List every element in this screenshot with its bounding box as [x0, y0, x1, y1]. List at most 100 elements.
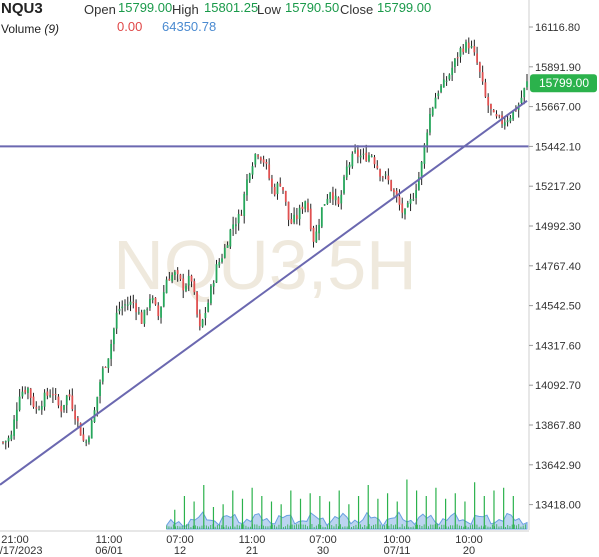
candlestick	[76, 416, 79, 429]
candlestick	[229, 228, 232, 249]
candlestick	[420, 160, 423, 186]
price-tick-label: 13867.80	[535, 420, 581, 432]
candlestick	[121, 300, 124, 316]
candlestick	[442, 72, 445, 88]
candlestick	[90, 419, 93, 439]
candlestick	[478, 61, 481, 79]
candlestick	[182, 273, 185, 299]
candlestick	[431, 106, 434, 117]
candlestick	[2, 441, 4, 445]
candlestick	[273, 183, 276, 197]
candlestick	[356, 145, 359, 164]
candlestick	[179, 273, 182, 281]
candlestick	[290, 213, 293, 225]
price-tick-label: 14767.40	[535, 261, 581, 273]
low-label: Low	[257, 2, 281, 17]
candlestick	[115, 305, 118, 335]
volume-ma-area	[166, 511, 528, 530]
price-plot	[2, 37, 528, 450]
candlestick	[484, 78, 487, 99]
candlestick	[129, 295, 132, 312]
candlestick	[46, 387, 49, 400]
candlestick	[40, 400, 43, 415]
candlestick	[434, 92, 437, 109]
candlestick	[412, 192, 415, 202]
candlestick	[124, 299, 126, 312]
candlestick	[387, 168, 390, 185]
candlestick	[462, 43, 465, 55]
low-value: 15790.50	[285, 0, 340, 15]
candlestick	[88, 435, 90, 445]
trendline[interactable]	[0, 99, 528, 486]
candlestick	[417, 171, 420, 191]
time-tick-bottom: 12	[174, 545, 186, 557]
candlestick	[376, 160, 379, 170]
candlestick	[248, 172, 251, 183]
time-tick-top: 21:00	[1, 534, 29, 546]
last-price-label: 15799.00	[530, 74, 597, 93]
candlestick	[323, 204, 326, 206]
candlestick	[79, 422, 82, 436]
price-tick-label: 15667.00	[535, 102, 581, 114]
candlestick	[110, 339, 113, 367]
time-tick-top: 07:00	[166, 534, 194, 546]
candlestick	[523, 87, 526, 105]
price-tick-label: 13418.00	[535, 500, 581, 512]
candlestick	[429, 107, 431, 136]
candlestick	[448, 73, 451, 81]
time-tick-bottom: 06/01	[95, 545, 123, 557]
candlestick	[13, 415, 15, 440]
candlestick	[476, 46, 478, 65]
candlestick	[74, 404, 76, 425]
candlestick	[459, 46, 462, 63]
candlestick	[21, 386, 24, 399]
candlestick	[282, 187, 284, 194]
price-tick-label: 15217.20	[535, 181, 581, 193]
candlestick	[284, 190, 287, 206]
candlestick	[49, 389, 52, 398]
candlestick	[259, 156, 262, 164]
candlestick	[135, 299, 137, 321]
candlestick	[126, 296, 129, 311]
candlestick	[198, 309, 201, 331]
candlestick	[503, 116, 506, 130]
candlestick	[307, 198, 309, 213]
candlestick	[132, 294, 135, 309]
candlestick	[104, 366, 107, 369]
candlestick	[35, 401, 38, 414]
candlestick	[517, 102, 520, 118]
time-tick-top: 07:00	[309, 534, 337, 546]
candlestick	[243, 191, 246, 224]
candlestick	[215, 259, 218, 284]
candlestick	[384, 171, 387, 180]
candlestick	[454, 57, 456, 73]
candlestick	[207, 299, 210, 313]
candlestick	[520, 90, 523, 104]
candlestick	[526, 74, 528, 91]
candlestick	[99, 379, 101, 404]
candlestick	[415, 183, 418, 205]
candlestick	[343, 174, 345, 195]
candlestick	[240, 209, 243, 217]
candlestick	[201, 318, 204, 328]
volume-param: (9)	[44, 22, 60, 36]
candlestick	[312, 225, 315, 248]
candlestick	[57, 394, 60, 409]
candlestick	[18, 389, 21, 412]
close-value: 15799.00	[377, 0, 432, 15]
candlestick	[359, 149, 362, 164]
candlestick	[237, 209, 240, 231]
candlestick	[334, 188, 337, 206]
candlestick	[160, 306, 162, 324]
candlestick	[390, 179, 393, 192]
price-tick-label: 14092.70	[535, 380, 581, 392]
candlestick	[24, 386, 27, 395]
candlestick	[221, 253, 223, 264]
close-label: Close	[340, 2, 374, 17]
time-tick-top: 10:00	[383, 534, 411, 546]
candlestick	[467, 37, 470, 54]
candlestick	[257, 154, 259, 160]
candlestick	[301, 202, 304, 214]
